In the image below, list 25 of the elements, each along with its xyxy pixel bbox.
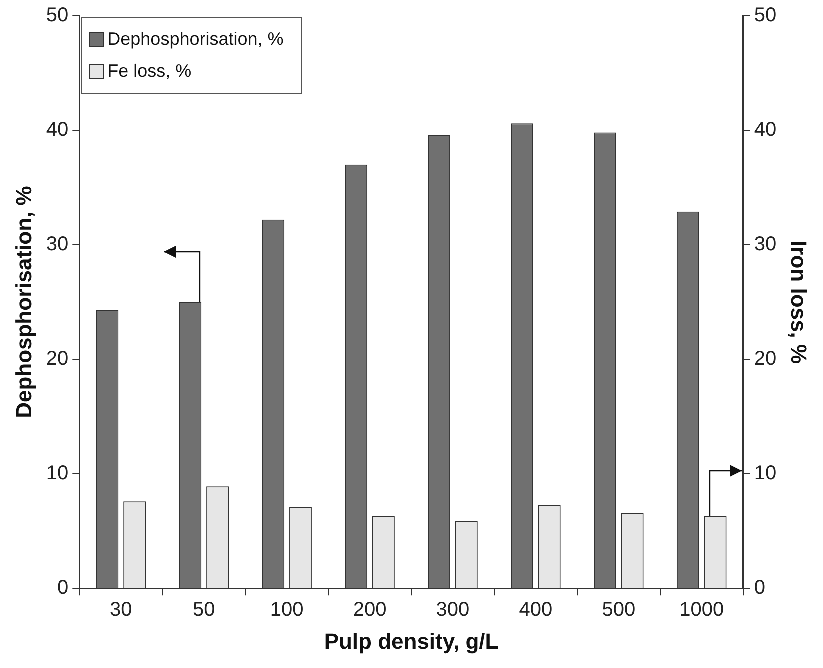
y2-axis-title: Iron loss, %	[786, 240, 812, 364]
y2-tick-label: 20	[754, 348, 777, 370]
x-tick-label: 50	[192, 599, 216, 622]
x-tick-label: 400	[519, 599, 553, 622]
y2-tick-label: 30	[754, 234, 777, 256]
x-tick-label: 100	[270, 599, 304, 622]
x-tick-label: 1000	[680, 599, 724, 622]
y2-tick-label: 0	[754, 577, 766, 600]
y-tick-label: 10	[46, 462, 69, 485]
y2-tick-label: 40	[754, 119, 777, 142]
y2-tick-label: 50	[754, 4, 777, 27]
y-tick-label: 50	[46, 4, 69, 27]
x-tick-label: 30	[110, 599, 132, 622]
x-axis-title: Pulp density, g/L	[324, 628, 499, 654]
y-axis-title: Dephosphorisation, %	[11, 186, 36, 418]
y-tick-label: 30	[46, 234, 69, 256]
y2-tick-label: 10	[754, 462, 777, 485]
legend-label: Dephosphorisation, %	[108, 28, 284, 49]
x-tick-label: 500	[602, 599, 636, 622]
x-tick-label: 300	[436, 599, 470, 622]
legend-label: Fe loss, %	[108, 60, 192, 81]
y-tick-label: 20	[46, 348, 69, 370]
y-tick-label: 0	[58, 577, 69, 600]
y-tick-label: 40	[46, 119, 69, 142]
x-tick-label: 200	[353, 599, 387, 622]
